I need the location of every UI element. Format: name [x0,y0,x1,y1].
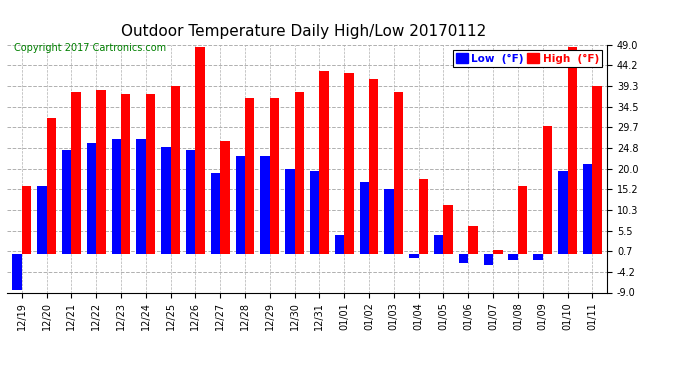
Bar [310,171,319,254]
Bar [62,150,71,254]
Bar [96,90,106,254]
Bar [335,235,344,254]
Bar [12,254,22,290]
Bar [384,189,394,254]
Bar [170,86,180,254]
Bar [359,182,369,254]
Bar [22,186,31,254]
Bar [419,179,428,254]
Bar [137,139,146,254]
Text: Copyright 2017 Cartronics.com: Copyright 2017 Cartronics.com [14,43,166,53]
Bar [47,117,56,254]
Bar [409,254,419,258]
Bar [592,86,602,254]
Bar [285,169,295,254]
Bar [37,186,47,254]
Bar [319,70,329,254]
Bar [220,141,230,254]
Bar [558,171,567,254]
Bar [518,186,527,254]
Bar [245,98,255,254]
Bar [369,79,379,254]
Bar [493,250,502,254]
Bar [583,165,592,254]
Bar [121,94,130,254]
Bar [87,143,96,254]
Bar [484,254,493,265]
Bar [459,254,469,262]
Bar [533,254,543,261]
Bar [444,205,453,254]
Bar [295,92,304,254]
Legend: Low  (°F), High  (°F): Low (°F), High (°F) [453,50,602,67]
Bar [146,94,155,254]
Bar [509,254,518,261]
Bar [434,235,444,254]
Text: Outdoor Temperature Daily High/Low 20170112: Outdoor Temperature Daily High/Low 20170… [121,24,486,39]
Bar [260,156,270,254]
Bar [567,47,577,254]
Bar [543,126,552,254]
Bar [186,150,195,254]
Bar [344,73,354,254]
Bar [71,92,81,254]
Bar [469,226,477,254]
Bar [195,47,205,254]
Bar [235,156,245,254]
Bar [161,147,170,254]
Bar [211,173,220,254]
Bar [394,92,403,254]
Bar [112,139,121,254]
Bar [270,98,279,254]
